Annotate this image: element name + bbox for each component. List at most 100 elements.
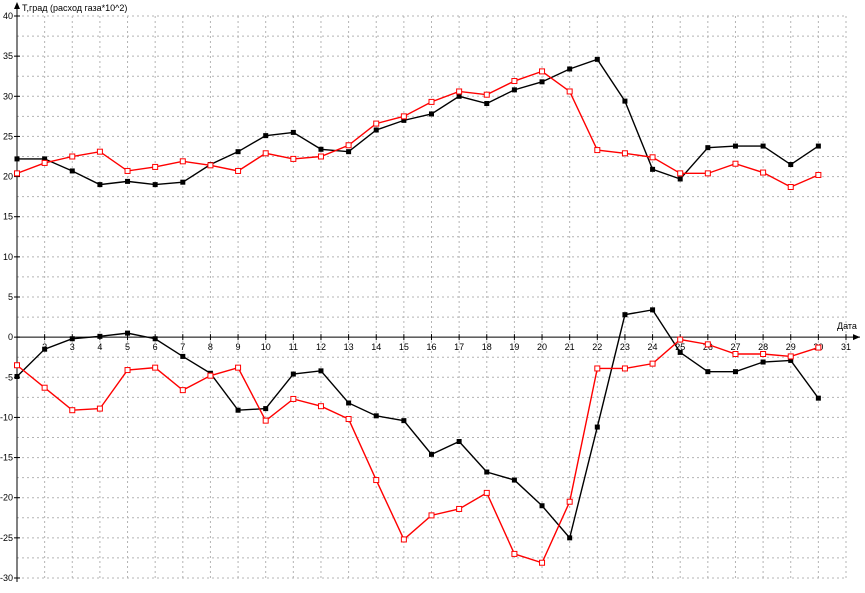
- data-point: [539, 559, 546, 566]
- data-point: [594, 424, 600, 430]
- data-point: [704, 341, 711, 348]
- x-tick-label: 16: [426, 342, 436, 352]
- x-tick-label: 25: [675, 342, 685, 352]
- data-point: [787, 353, 794, 360]
- x-tick-label: 8: [208, 342, 213, 352]
- data-point: [125, 330, 131, 336]
- data-point: [732, 160, 739, 167]
- data-point: [650, 307, 656, 313]
- data-point: [373, 413, 379, 419]
- axes: T,град (расход газа*10^2) Дата: [14, 2, 860, 582]
- data-point: [428, 512, 435, 519]
- series-line: [16, 309, 819, 540]
- data-point: [622, 98, 628, 104]
- data-point: [152, 182, 158, 188]
- x-tick-label: 31: [841, 342, 851, 352]
- data-point: [456, 88, 463, 95]
- x-tick-label: 27: [730, 342, 740, 352]
- data-point: [428, 98, 435, 105]
- data-point: [456, 439, 462, 445]
- y-tick-label: 10: [3, 252, 13, 262]
- y-tick-label: 0: [8, 332, 13, 342]
- x-tick-label: 19: [509, 342, 519, 352]
- data-point: [179, 387, 186, 394]
- data-point: [400, 536, 407, 543]
- x-tick-label: 14: [371, 342, 381, 352]
- series-4: [14, 336, 822, 566]
- data-point: [760, 143, 766, 149]
- data-point: [677, 349, 683, 355]
- data-point: [539, 79, 545, 85]
- data-point: [539, 68, 546, 75]
- data-point: [42, 346, 48, 352]
- data-point: [345, 416, 352, 423]
- data-point: [124, 167, 131, 174]
- data-point: [14, 362, 20, 369]
- data-point: [345, 142, 352, 149]
- data-point: [69, 336, 75, 342]
- data-point: [429, 111, 434, 117]
- data-point: [815, 395, 821, 401]
- x-tick-label: 17: [454, 342, 464, 352]
- data-point: [815, 344, 822, 351]
- x-tick-label: 29: [786, 342, 796, 352]
- data-point: [180, 353, 186, 359]
- series: [14, 56, 822, 566]
- data-point: [566, 498, 573, 505]
- data-point: [677, 336, 684, 343]
- data-point: [96, 405, 103, 412]
- data-point: [373, 477, 380, 484]
- data-point: [705, 369, 711, 375]
- data-point: [152, 364, 159, 371]
- data-point: [483, 91, 490, 98]
- y-tick-label: -30: [0, 573, 13, 583]
- y-tick-label: 5: [8, 292, 13, 302]
- x-tick-label: 22: [592, 342, 602, 352]
- x-tick-label: 7: [180, 342, 185, 352]
- data-point: [704, 170, 711, 177]
- data-point: [594, 365, 601, 372]
- data-point: [290, 395, 297, 402]
- y-tick-label: 15: [3, 212, 13, 222]
- data-point: [483, 489, 490, 496]
- data-point: [346, 400, 352, 406]
- data-point: [69, 407, 76, 414]
- data-point: [207, 372, 214, 379]
- data-point: [69, 153, 76, 160]
- data-point: [788, 162, 794, 168]
- y-tick-label: 25: [3, 131, 13, 141]
- y-tick-label: 30: [3, 91, 13, 101]
- data-point: [429, 451, 434, 457]
- data-point: [317, 403, 324, 410]
- data-point: [760, 359, 766, 365]
- data-point: [41, 384, 48, 391]
- x-tick-label: 24: [648, 342, 658, 352]
- series-line: [17, 58, 819, 186]
- x-tick-label: 28: [758, 342, 768, 352]
- data-point: [14, 170, 20, 177]
- data-point: [401, 117, 407, 123]
- data-point: [511, 477, 517, 483]
- y-axis-arrow: [14, 2, 20, 9]
- data-point: [125, 178, 131, 184]
- x-tick-label: 12: [316, 342, 326, 352]
- x-axis-title: Дата: [837, 321, 857, 331]
- data-point: [262, 150, 269, 157]
- y-tick-label: -5: [5, 372, 13, 382]
- data-point: [511, 78, 518, 85]
- data-point: [815, 171, 822, 178]
- data-point: [815, 143, 821, 149]
- data-point: [317, 153, 324, 160]
- data-point: [760, 351, 767, 358]
- data-point: [511, 87, 517, 93]
- series-line: [16, 338, 819, 564]
- data-point: [263, 133, 269, 139]
- data-point: [539, 503, 545, 509]
- series-line: [16, 70, 819, 188]
- x-tick-label: 3: [70, 342, 75, 352]
- data-point: [14, 373, 20, 379]
- data-point: [787, 184, 794, 191]
- data-point: [621, 365, 628, 372]
- data-point: [207, 162, 214, 169]
